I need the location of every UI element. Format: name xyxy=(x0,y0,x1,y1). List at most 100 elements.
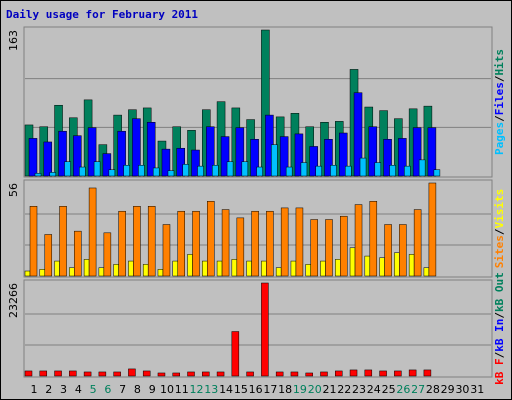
bar xyxy=(285,166,293,177)
legend-separator: / xyxy=(493,228,506,235)
legend-separator: / xyxy=(493,115,506,122)
x-tick-label: 8 xyxy=(134,383,141,396)
bar xyxy=(349,369,358,377)
x-tick-label: 13 xyxy=(204,383,218,396)
x-tick-label: 21 xyxy=(322,383,336,396)
x-tick-label: 23 xyxy=(352,383,366,396)
bar xyxy=(58,130,67,177)
bar xyxy=(408,254,415,277)
bar xyxy=(359,157,367,177)
bar xyxy=(364,369,373,377)
bar xyxy=(394,252,400,277)
bar xyxy=(206,126,215,177)
bar xyxy=(275,371,284,377)
bar xyxy=(49,172,57,177)
x-tick-label: 14 xyxy=(219,383,233,396)
bar xyxy=(379,370,387,377)
bar xyxy=(251,210,259,277)
x-tick-label: 31 xyxy=(470,383,484,396)
bar xyxy=(64,161,71,177)
bar xyxy=(207,201,215,277)
bar xyxy=(310,219,318,277)
bar xyxy=(398,138,407,177)
bar xyxy=(294,133,304,177)
x-tick-label: 30 xyxy=(455,383,469,396)
bar xyxy=(157,269,164,277)
x-tick-label: 19 xyxy=(293,383,307,396)
x-tick-label: 25 xyxy=(382,383,396,396)
panel xyxy=(23,279,493,378)
bar xyxy=(231,331,240,377)
bar xyxy=(325,219,333,277)
bar xyxy=(54,370,62,377)
bar xyxy=(147,206,156,277)
bar xyxy=(384,224,392,277)
bar xyxy=(305,372,313,377)
bar xyxy=(364,255,371,277)
y-tick-label: 23266 xyxy=(7,283,20,318)
x-tick-label: 28 xyxy=(426,383,440,396)
bar xyxy=(182,164,189,177)
legend-entry: Visits xyxy=(493,189,506,229)
bar xyxy=(309,146,318,177)
bar xyxy=(162,224,171,277)
bar xyxy=(128,368,136,377)
bar xyxy=(354,204,363,277)
bar xyxy=(379,257,385,277)
x-tick-label: 6 xyxy=(104,383,111,396)
bar xyxy=(113,264,119,277)
bar xyxy=(246,371,254,377)
bar xyxy=(157,372,166,377)
x-tick-label: 5 xyxy=(90,383,97,396)
x-tick-label: 16 xyxy=(249,383,263,396)
bar xyxy=(335,370,343,377)
bar xyxy=(216,260,223,277)
bar xyxy=(83,371,92,377)
x-tick-label: 20 xyxy=(308,383,322,396)
bar xyxy=(172,260,178,277)
bar xyxy=(24,270,31,277)
legend-entry: Pages xyxy=(493,122,506,155)
bar xyxy=(246,260,252,277)
bar xyxy=(39,269,46,277)
bar xyxy=(191,149,200,177)
bar xyxy=(152,167,160,177)
x-tick-label: 2 xyxy=(45,383,52,396)
bar xyxy=(73,135,82,177)
bar xyxy=(320,260,326,277)
legend-entry: Hits xyxy=(493,49,506,76)
bar xyxy=(300,162,308,177)
bar xyxy=(236,217,245,277)
x-tick-label: 24 xyxy=(367,383,381,396)
bar xyxy=(192,210,200,277)
bar xyxy=(24,370,33,377)
bar xyxy=(256,166,263,177)
bar xyxy=(123,165,130,177)
x-tick-label: 3 xyxy=(60,383,67,396)
bar xyxy=(113,371,121,377)
bar xyxy=(133,206,141,277)
bar xyxy=(128,260,134,277)
bar xyxy=(132,118,141,177)
bar xyxy=(404,165,411,177)
bar xyxy=(275,267,282,277)
bar xyxy=(103,232,112,277)
bar xyxy=(428,182,437,277)
bar xyxy=(339,132,348,177)
x-tick-label: 15 xyxy=(234,383,248,396)
bar xyxy=(290,260,297,277)
bar xyxy=(69,267,75,277)
bar xyxy=(423,267,430,277)
bar xyxy=(93,161,101,177)
bar xyxy=(266,210,274,277)
bar xyxy=(349,247,356,277)
x-tick-label: 9 xyxy=(149,383,156,396)
x-tick-label: 18 xyxy=(278,383,292,396)
bar xyxy=(44,234,53,277)
x-tick-label: 4 xyxy=(75,383,82,396)
bar xyxy=(216,371,225,377)
bar xyxy=(167,170,175,177)
legend-entry: kB F xyxy=(493,358,506,385)
bar xyxy=(161,148,171,177)
